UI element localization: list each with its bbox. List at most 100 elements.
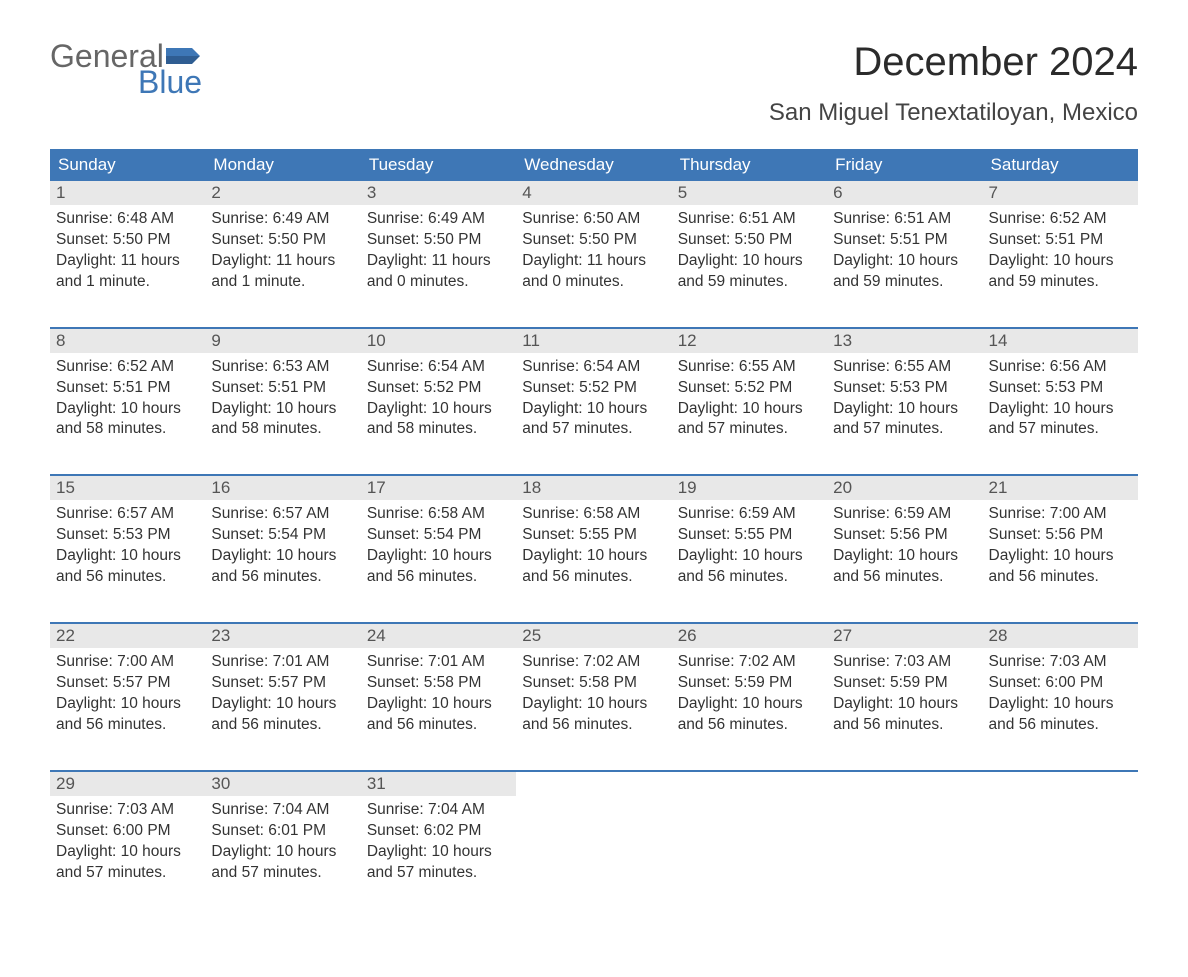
day-sunset-text: Sunset: 5:51 PM <box>56 378 199 399</box>
day-number-cell <box>516 772 671 796</box>
day-header: Sunday <box>50 149 205 181</box>
day-content-cell: Sunrise: 7:03 AMSunset: 6:00 PMDaylight:… <box>50 796 205 918</box>
day-content-cell: Sunrise: 6:52 AMSunset: 5:51 PMDaylight:… <box>50 353 205 476</box>
day-sunset-text: Sunset: 5:50 PM <box>211 230 354 251</box>
day-sunset-text: Sunset: 5:52 PM <box>678 378 821 399</box>
day-content-cell <box>516 796 671 918</box>
day-number-cell: 27 <box>827 624 982 648</box>
day-sunrise-text: Sunrise: 7:02 AM <box>678 652 821 673</box>
day-sunrise-text: Sunrise: 6:59 AM <box>678 504 821 525</box>
day-day1-text: Daylight: 10 hours <box>56 842 199 863</box>
day-sunrise-text: Sunrise: 6:51 AM <box>678 209 821 230</box>
logo: General Blue <box>50 40 202 98</box>
day-sunset-text: Sunset: 5:59 PM <box>678 673 821 694</box>
day-day1-text: Daylight: 10 hours <box>989 546 1132 567</box>
day-number-cell: 16 <box>205 476 360 500</box>
day-day2-text: and 56 minutes. <box>678 715 821 736</box>
day-sunrise-text: Sunrise: 6:55 AM <box>833 357 976 378</box>
day-day1-text: Daylight: 10 hours <box>678 694 821 715</box>
day-sunset-text: Sunset: 5:50 PM <box>678 230 821 251</box>
day-number-cell: 10 <box>361 329 516 353</box>
day-content-row: Sunrise: 7:00 AMSunset: 5:57 PMDaylight:… <box>50 648 1138 771</box>
day-sunset-text: Sunset: 5:58 PM <box>522 673 665 694</box>
day-header: Monday <box>205 149 360 181</box>
logo-word-2: Blue <box>138 66 202 98</box>
month-title: December 2024 <box>769 40 1138 85</box>
day-sunrise-text: Sunrise: 7:01 AM <box>211 652 354 673</box>
day-number-cell: 2 <box>205 181 360 205</box>
day-number-cell <box>983 772 1138 796</box>
day-content-cell: Sunrise: 7:04 AMSunset: 6:02 PMDaylight:… <box>361 796 516 918</box>
day-content-cell: Sunrise: 6:57 AMSunset: 5:53 PMDaylight:… <box>50 500 205 623</box>
day-day2-text: and 1 minute. <box>211 272 354 293</box>
day-day2-text: and 57 minutes. <box>56 863 199 884</box>
day-number-cell: 29 <box>50 772 205 796</box>
day-day2-text: and 59 minutes. <box>678 272 821 293</box>
day-day2-text: and 58 minutes. <box>367 419 510 440</box>
day-sunrise-text: Sunrise: 6:54 AM <box>522 357 665 378</box>
day-content-cell: Sunrise: 6:50 AMSunset: 5:50 PMDaylight:… <box>516 205 671 328</box>
day-number-cell: 4 <box>516 181 671 205</box>
day-content-cell <box>827 796 982 918</box>
day-day2-text: and 57 minutes. <box>522 419 665 440</box>
day-number-cell: 13 <box>827 329 982 353</box>
day-day2-text: and 56 minutes. <box>56 715 199 736</box>
day-day1-text: Daylight: 10 hours <box>56 694 199 715</box>
day-day1-text: Daylight: 10 hours <box>522 546 665 567</box>
day-day2-text: and 57 minutes. <box>989 419 1132 440</box>
day-sunrise-text: Sunrise: 6:55 AM <box>678 357 821 378</box>
day-sunset-text: Sunset: 5:53 PM <box>833 378 976 399</box>
day-number-cell <box>827 772 982 796</box>
day-sunset-text: Sunset: 5:52 PM <box>522 378 665 399</box>
day-sunrise-text: Sunrise: 7:00 AM <box>56 652 199 673</box>
day-day2-text: and 59 minutes. <box>833 272 976 293</box>
day-day1-text: Daylight: 10 hours <box>678 399 821 420</box>
day-sunset-text: Sunset: 5:56 PM <box>989 525 1132 546</box>
day-number-cell: 5 <box>672 181 827 205</box>
day-day1-text: Daylight: 10 hours <box>833 399 976 420</box>
day-sunset-text: Sunset: 6:02 PM <box>367 821 510 842</box>
day-sunrise-text: Sunrise: 7:03 AM <box>56 800 199 821</box>
day-number-cell: 31 <box>361 772 516 796</box>
day-content-cell: Sunrise: 7:01 AMSunset: 5:58 PMDaylight:… <box>361 648 516 771</box>
day-sunrise-text: Sunrise: 6:50 AM <box>522 209 665 230</box>
day-sunrise-text: Sunrise: 6:51 AM <box>833 209 976 230</box>
day-sunset-text: Sunset: 5:51 PM <box>833 230 976 251</box>
day-header: Tuesday <box>361 149 516 181</box>
day-sunrise-text: Sunrise: 7:04 AM <box>211 800 354 821</box>
day-day1-text: Daylight: 10 hours <box>833 546 976 567</box>
day-sunset-text: Sunset: 5:51 PM <box>989 230 1132 251</box>
location-subtitle: San Miguel Tenextatiloyan, Mexico <box>769 99 1138 127</box>
day-sunrise-text: Sunrise: 6:56 AM <box>989 357 1132 378</box>
day-number-cell: 17 <box>361 476 516 500</box>
day-day2-text: and 57 minutes. <box>833 419 976 440</box>
day-sunrise-text: Sunrise: 6:58 AM <box>367 504 510 525</box>
day-sunset-text: Sunset: 5:53 PM <box>989 378 1132 399</box>
day-day2-text: and 56 minutes. <box>833 567 976 588</box>
day-sunset-text: Sunset: 5:58 PM <box>367 673 510 694</box>
day-content-cell <box>983 796 1138 918</box>
day-day2-text: and 58 minutes. <box>56 419 199 440</box>
day-content-cell: Sunrise: 7:00 AMSunset: 5:56 PMDaylight:… <box>983 500 1138 623</box>
day-content-row: Sunrise: 6:48 AMSunset: 5:50 PMDaylight:… <box>50 205 1138 328</box>
calendar-table: Sunday Monday Tuesday Wednesday Thursday… <box>50 149 1138 917</box>
day-day2-text: and 56 minutes. <box>678 567 821 588</box>
day-content-cell: Sunrise: 6:59 AMSunset: 5:56 PMDaylight:… <box>827 500 982 623</box>
day-sunrise-text: Sunrise: 6:53 AM <box>211 357 354 378</box>
day-content-cell: Sunrise: 7:02 AMSunset: 5:58 PMDaylight:… <box>516 648 671 771</box>
day-sunset-text: Sunset: 5:57 PM <box>56 673 199 694</box>
day-number-cell: 28 <box>983 624 1138 648</box>
day-day2-text: and 56 minutes. <box>367 567 510 588</box>
day-day2-text: and 57 minutes. <box>211 863 354 884</box>
day-sunrise-text: Sunrise: 7:03 AM <box>989 652 1132 673</box>
day-sunset-text: Sunset: 6:00 PM <box>56 821 199 842</box>
day-sunset-text: Sunset: 5:56 PM <box>833 525 976 546</box>
day-number-cell: 15 <box>50 476 205 500</box>
day-sunrise-text: Sunrise: 7:03 AM <box>833 652 976 673</box>
day-day1-text: Daylight: 11 hours <box>522 251 665 272</box>
day-day2-text: and 58 minutes. <box>211 419 354 440</box>
day-number-row: 1234567 <box>50 181 1138 205</box>
day-header: Wednesday <box>516 149 671 181</box>
day-number-cell: 7 <box>983 181 1138 205</box>
day-day1-text: Daylight: 10 hours <box>989 694 1132 715</box>
